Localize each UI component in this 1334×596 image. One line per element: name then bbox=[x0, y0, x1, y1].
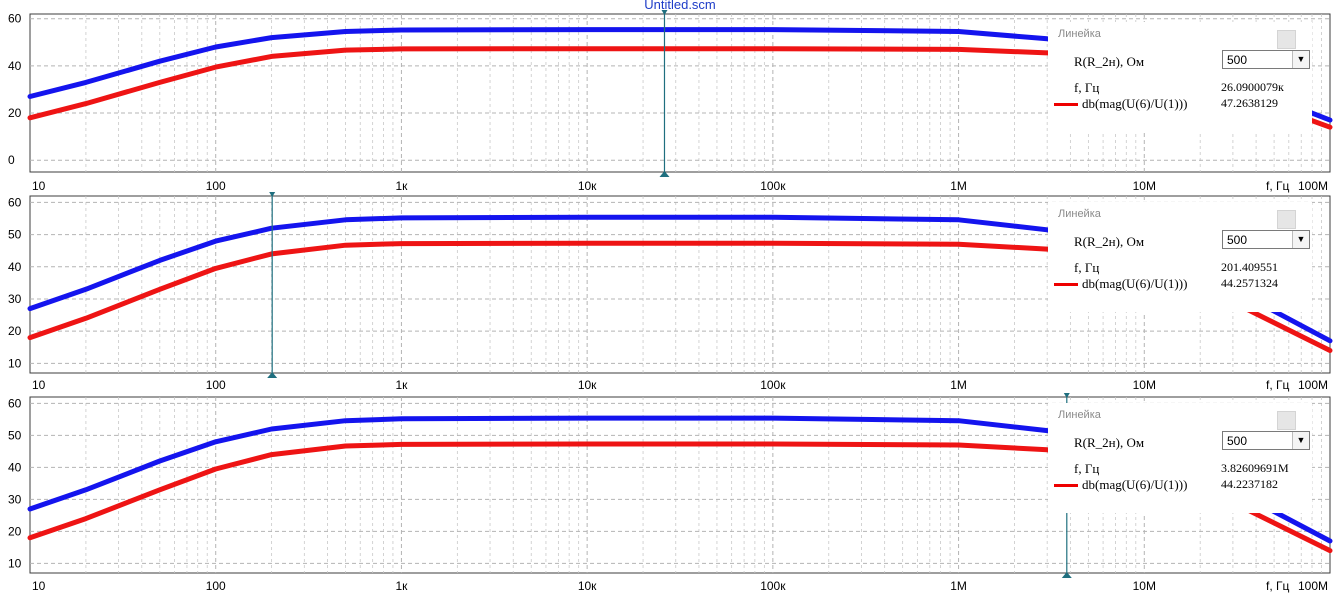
ruler-close-button[interactable] bbox=[1277, 30, 1296, 49]
y-tick-label: 30 bbox=[8, 492, 22, 506]
chevron-down-icon[interactable]: ▼ bbox=[1292, 432, 1309, 449]
y-tick-label: 40 bbox=[8, 460, 22, 474]
cursor-handle-bottom bbox=[1061, 572, 1072, 578]
y-tick-label: 20 bbox=[8, 106, 22, 120]
param-value-select[interactable]: 500 ▼ bbox=[1222, 50, 1310, 69]
x-tick-label: 10к bbox=[578, 579, 597, 593]
cursor-handle-bottom bbox=[659, 171, 670, 177]
ruler-param-label: R(R_2н), Ом bbox=[1074, 435, 1145, 450]
y-tick-label: 50 bbox=[8, 428, 22, 442]
series-legend-swatch bbox=[1054, 484, 1078, 487]
ruler-panel[interactable]: Линейка R(R_2н), Ом 500 ▼ f, Гц 3.82609691M db… bbox=[1048, 403, 1312, 513]
x-tick-label: 10M bbox=[1133, 579, 1156, 593]
ruler-panel[interactable]: Линейка R(R_2н), Ом 500 ▼ f, Гц 201.409551 db(… bbox=[1048, 202, 1312, 312]
ruler-series-label: db(mag(U(6)/U(1))) bbox=[1082, 276, 1188, 291]
y-tick-label: 60 bbox=[8, 195, 22, 209]
x-end-label: 100M bbox=[1298, 179, 1328, 193]
x-unit-label: f, Гц bbox=[1266, 179, 1290, 193]
ruler-panel[interactable]: Линейка R(R_2н), Ом 500 ▼ f, Гц 26.0900079к db… bbox=[1048, 22, 1312, 132]
chevron-down-icon[interactable]: ▼ bbox=[1292, 51, 1309, 68]
x-tick-label: 10M bbox=[1133, 378, 1156, 392]
x-tick-label: 1M bbox=[950, 378, 967, 392]
ruler-x-label: f, Гц bbox=[1074, 461, 1100, 476]
x-tick-label: 100к bbox=[760, 378, 786, 392]
x-tick-label: 10M bbox=[1133, 179, 1156, 193]
y-tick-label: 10 bbox=[8, 356, 22, 370]
x-end-label: 100M bbox=[1298, 579, 1328, 593]
y-tick-label: 30 bbox=[8, 292, 22, 306]
ruler-close-button[interactable] bbox=[1277, 411, 1296, 430]
ruler-close-button[interactable] bbox=[1277, 210, 1296, 229]
x-unit-label: f, Гц bbox=[1266, 579, 1290, 593]
ruler-title: Линейка bbox=[1058, 28, 1101, 40]
x-tick-label: 1к bbox=[395, 179, 408, 193]
cursor-handle-bottom bbox=[267, 372, 278, 378]
x-tick-label: 100к bbox=[760, 179, 786, 193]
y-tick-label: 20 bbox=[8, 524, 22, 538]
x-tick-label: 10к bbox=[578, 179, 597, 193]
x-tick-label: 1к bbox=[395, 378, 408, 392]
ruler-series-label: db(mag(U(6)/U(1))) bbox=[1082, 96, 1188, 111]
y-tick-label: 40 bbox=[8, 59, 22, 73]
y-tick-label: 20 bbox=[8, 324, 22, 338]
ruler-series-value: 44.2237182 bbox=[1221, 477, 1278, 491]
ruler-param-label: R(R_2н), Ом bbox=[1074, 234, 1145, 249]
ruler-title: Линейка bbox=[1058, 208, 1101, 220]
ruler-series-value: 44.2571324 bbox=[1221, 276, 1278, 290]
x-unit-label: f, Гц bbox=[1266, 378, 1290, 392]
y-tick-label: 10 bbox=[8, 556, 22, 570]
y-tick-label: 0 bbox=[8, 153, 15, 167]
series-legend-swatch bbox=[1054, 283, 1078, 286]
ruler-x-label: f, Гц bbox=[1074, 80, 1100, 95]
param-value: 500 bbox=[1227, 53, 1248, 67]
x-tick-label: 10к bbox=[578, 378, 597, 392]
ruler-series-value: 47.2638129 bbox=[1221, 96, 1278, 110]
series-legend-swatch bbox=[1054, 103, 1078, 106]
param-value-select[interactable]: 500 ▼ bbox=[1222, 230, 1310, 249]
x-end-label: 100M bbox=[1298, 378, 1328, 392]
cursor-handle-top bbox=[661, 10, 668, 15]
x-tick-label: 1M bbox=[950, 179, 967, 193]
cursor-handle-top bbox=[1063, 393, 1070, 398]
y-tick-label: 60 bbox=[8, 396, 22, 410]
ruler-x-value: 26.0900079к bbox=[1221, 80, 1284, 94]
x-tick-label: 10 bbox=[32, 579, 46, 593]
chevron-down-icon[interactable]: ▼ bbox=[1292, 231, 1309, 248]
param-value: 500 bbox=[1227, 434, 1248, 448]
x-tick-label: 100 bbox=[206, 378, 226, 392]
param-value-select[interactable]: 500 ▼ bbox=[1222, 431, 1310, 450]
y-tick-label: 60 bbox=[8, 12, 22, 26]
ruler-x-value: 3.82609691M bbox=[1221, 461, 1289, 475]
x-tick-label: 100 bbox=[206, 579, 226, 593]
y-tick-label: 50 bbox=[8, 228, 22, 242]
ruler-series-label: db(mag(U(6)/U(1))) bbox=[1082, 477, 1188, 492]
x-tick-label: 1M bbox=[950, 579, 967, 593]
ruler-title: Линейка bbox=[1058, 409, 1101, 421]
x-tick-label: 1к bbox=[395, 579, 408, 593]
param-value: 500 bbox=[1227, 233, 1248, 247]
ruler-x-value: 201.409551 bbox=[1221, 260, 1278, 274]
x-tick-label: 10 bbox=[32, 179, 46, 193]
y-tick-label: 40 bbox=[8, 260, 22, 274]
ruler-x-label: f, Гц bbox=[1074, 260, 1100, 275]
ruler-param-label: R(R_2н), Ом bbox=[1074, 54, 1145, 69]
cursor-handle-top bbox=[269, 192, 276, 197]
x-tick-label: 100к bbox=[760, 579, 786, 593]
x-tick-label: 10 bbox=[32, 378, 46, 392]
x-tick-label: 100 bbox=[206, 179, 226, 193]
window-title: Untitled.scm bbox=[644, 0, 716, 12]
